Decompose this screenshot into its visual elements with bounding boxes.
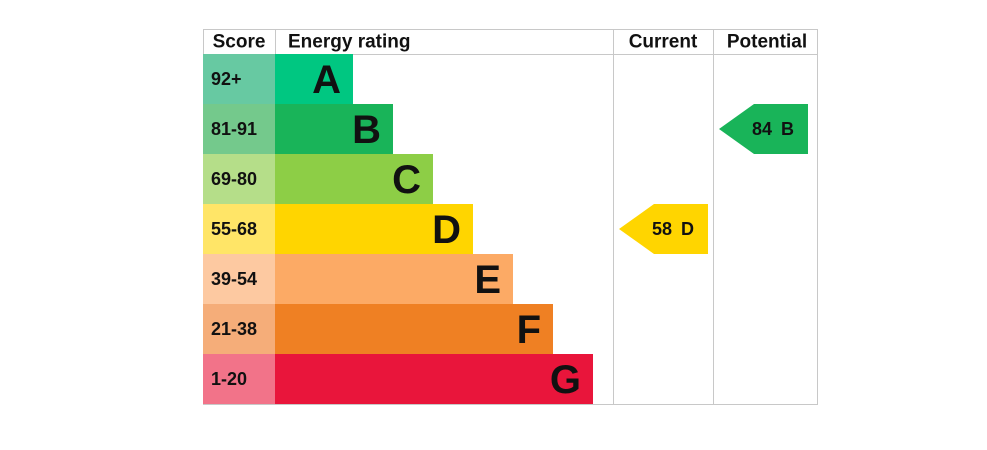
rating-bar <box>275 154 433 204</box>
rating-bar <box>275 254 513 304</box>
potential-letter: B <box>781 119 794 139</box>
score-cell <box>203 304 275 354</box>
score-cell <box>203 154 275 204</box>
rating-letter: D <box>432 208 461 252</box>
score-cell <box>203 54 275 104</box>
score-cell <box>203 354 275 404</box>
header-score: Score <box>213 32 266 53</box>
rating-bar <box>275 204 473 254</box>
score-label: 21-38 <box>211 319 257 339</box>
rating-letter: G <box>550 358 581 402</box>
score-label: 81-91 <box>211 119 257 139</box>
current-arrow <box>619 204 708 254</box>
rating-bar <box>275 54 353 104</box>
rating-bar <box>275 104 393 154</box>
rating-bar <box>275 304 553 354</box>
rating-letter: F <box>517 308 541 352</box>
score-label: 39-54 <box>211 269 257 289</box>
score-cell <box>203 204 275 254</box>
score-label: 55-68 <box>211 219 257 239</box>
score-label: 69-80 <box>211 169 257 189</box>
header-rating: Energy rating <box>288 32 410 53</box>
score-cell <box>203 254 275 304</box>
rating-letter: E <box>474 258 501 302</box>
score-cell <box>203 104 275 154</box>
potential-score: 84 <box>752 119 772 139</box>
header-potential: Potential <box>727 32 807 53</box>
score-label: 1-20 <box>211 369 247 389</box>
rating-letter: B <box>352 108 381 152</box>
current-score: 58 <box>652 219 672 239</box>
rating-letter: A <box>312 58 341 102</box>
rating-bar <box>275 354 593 404</box>
rating-letter: C <box>392 158 421 202</box>
score-label: 92+ <box>211 69 242 89</box>
header-current: Current <box>629 32 698 53</box>
potential-arrow <box>719 104 808 154</box>
current-letter: D <box>681 219 694 239</box>
